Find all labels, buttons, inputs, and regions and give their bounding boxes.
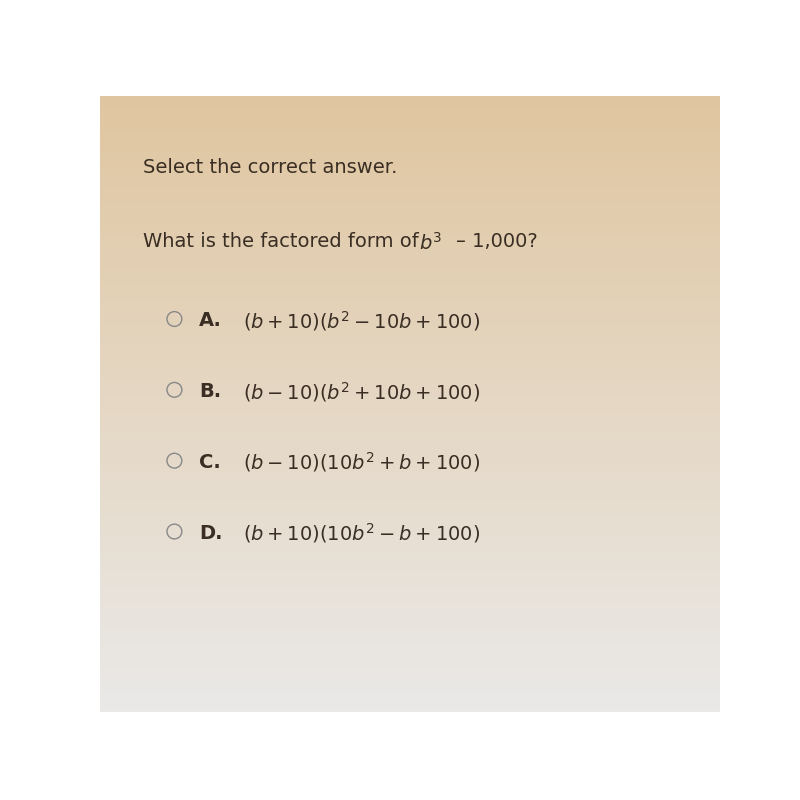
- Text: $b^3$: $b^3$: [419, 231, 442, 254]
- Text: – 1,000?: – 1,000?: [457, 231, 538, 250]
- Text: $(b + 10)(10b^2 - b + 100)$: $(b + 10)(10b^2 - b + 100)$: [242, 522, 480, 546]
- Text: C.: C.: [199, 453, 221, 472]
- Text: A.: A.: [199, 311, 222, 330]
- Text: B.: B.: [199, 382, 222, 401]
- Text: $(b - 10)(b^2 + 10b + 100)$: $(b - 10)(b^2 + 10b + 100)$: [242, 380, 480, 404]
- Text: $(b + 10)(b^2 - 10b + 100)$: $(b + 10)(b^2 - 10b + 100)$: [242, 309, 480, 333]
- Text: Select the correct answer.: Select the correct answer.: [143, 158, 398, 177]
- Text: $(b - 10)(10b^2 + b + 100)$: $(b - 10)(10b^2 + b + 100)$: [242, 450, 480, 474]
- Text: What is the factored form of: What is the factored form of: [143, 231, 426, 250]
- Text: D.: D.: [199, 524, 222, 543]
